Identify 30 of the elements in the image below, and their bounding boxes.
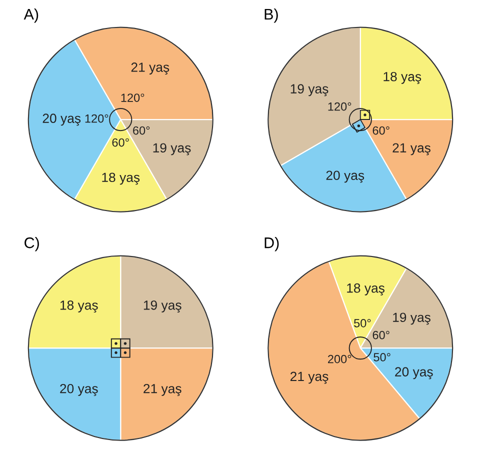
data-label: 200° bbox=[328, 354, 352, 364]
data-label: 50° bbox=[374, 353, 390, 362]
slice-label: 21 yaş bbox=[290, 372, 328, 384]
data-label: 120° bbox=[121, 94, 144, 102]
slice-label: 19 yaş bbox=[153, 143, 191, 156]
slice-label: 21 yaş bbox=[131, 62, 170, 75]
chart-title: B) bbox=[264, 8, 278, 23]
chart-title: C) bbox=[24, 237, 39, 252]
data-label: 60° bbox=[372, 330, 390, 340]
data-label: 60° bbox=[133, 126, 150, 135]
slice-label: 19 yaş bbox=[290, 84, 328, 96]
slice-label: 18 yaş bbox=[60, 300, 98, 312]
data-label: 60° bbox=[372, 126, 390, 135]
slice-label: 19 yaş bbox=[144, 300, 182, 312]
slice-label: 19 yaş bbox=[393, 312, 430, 325]
slice-label: 18 yaş bbox=[384, 72, 422, 84]
slice-label: 18 yaş bbox=[102, 172, 140, 185]
slice-label: 20 yaş bbox=[60, 384, 98, 396]
chart-title: D) bbox=[264, 237, 279, 252]
slice-label: 20 yaş bbox=[395, 367, 433, 380]
data-label: 60° bbox=[112, 138, 129, 147]
slice-label: 21 yaş bbox=[392, 143, 430, 156]
slice-label: 20 yaş bbox=[326, 170, 364, 183]
chart-title: A) bbox=[24, 8, 38, 23]
data-label: 120° bbox=[328, 102, 352, 111]
slice-label: 18 yaş bbox=[347, 283, 384, 296]
data-label: 120° bbox=[85, 114, 108, 123]
slice-label: 21 yaş bbox=[144, 384, 182, 396]
slice-label: 20 yaş bbox=[42, 114, 81, 126]
data-label: 50° bbox=[354, 319, 371, 328]
